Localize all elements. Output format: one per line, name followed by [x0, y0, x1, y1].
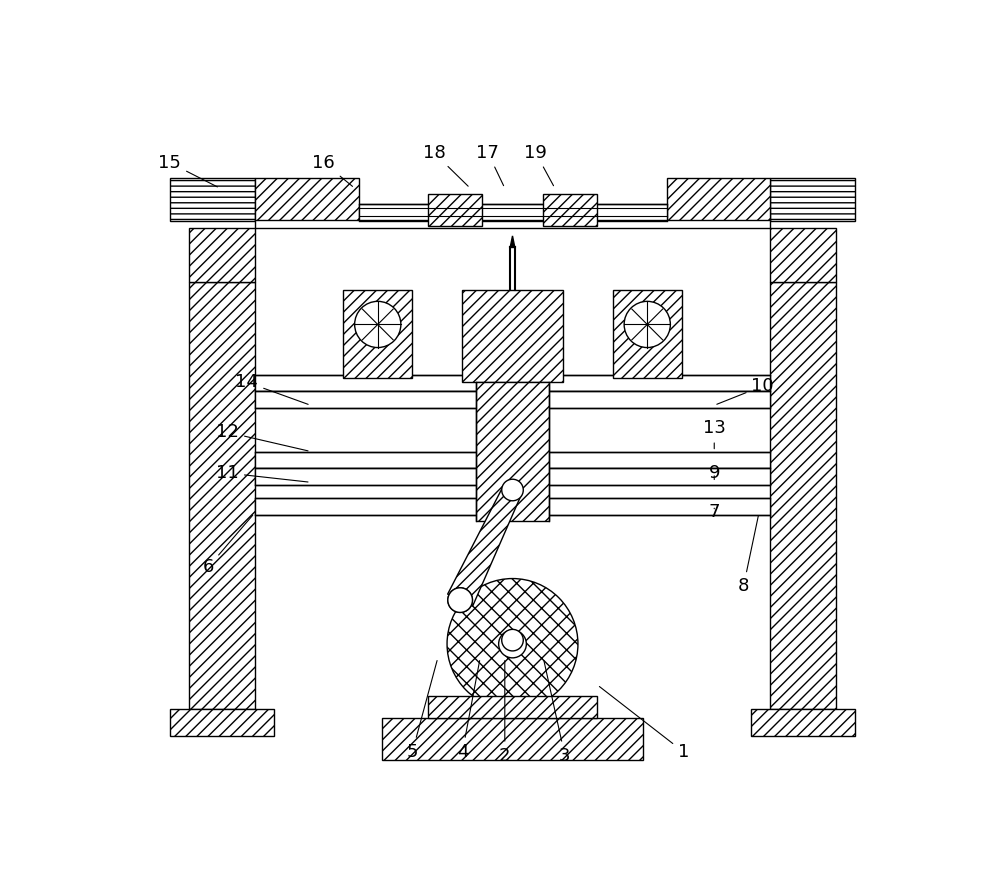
Bar [255, 374, 770, 391]
Bar [255, 452, 770, 468]
Text: 19: 19 [524, 144, 554, 186]
Bar [170, 178, 255, 220]
Text: 6: 6 [203, 515, 253, 576]
Circle shape [502, 480, 523, 500]
Bar [428, 193, 482, 226]
Bar [189, 282, 255, 710]
Text: 11: 11 [216, 464, 308, 482]
Circle shape [355, 301, 401, 347]
Bar [358, 204, 667, 220]
Text: 10: 10 [717, 377, 774, 404]
Bar [255, 468, 770, 486]
Bar [476, 382, 549, 521]
Text: 7: 7 [708, 502, 720, 521]
Text: 1: 1 [599, 687, 689, 760]
Bar [428, 696, 597, 717]
Text: 9: 9 [708, 464, 720, 482]
Bar [170, 710, 274, 737]
Bar [666, 178, 770, 220]
Text: 18: 18 [423, 144, 468, 186]
Text: 4: 4 [457, 661, 480, 760]
Bar [751, 710, 855, 737]
Bar [255, 498, 770, 514]
Text: 17: 17 [476, 144, 504, 186]
Bar [613, 290, 682, 378]
Bar [255, 391, 770, 409]
Text: 15: 15 [158, 154, 217, 187]
Bar [462, 290, 563, 382]
Text: 5: 5 [407, 661, 437, 760]
Polygon shape [770, 228, 836, 282]
Polygon shape [448, 486, 522, 606]
Text: 13: 13 [703, 419, 726, 449]
Bar [543, 193, 597, 226]
Text: 2: 2 [499, 661, 511, 765]
Bar [343, 290, 412, 378]
Text: 8: 8 [738, 516, 758, 595]
Polygon shape [510, 236, 515, 248]
Circle shape [448, 588, 472, 612]
Circle shape [624, 301, 670, 347]
Circle shape [448, 588, 472, 612]
Circle shape [499, 630, 526, 658]
Bar [770, 282, 836, 710]
Text: 3: 3 [544, 661, 571, 765]
Circle shape [502, 629, 523, 651]
Circle shape [447, 578, 578, 710]
Polygon shape [189, 228, 255, 282]
Bar [770, 178, 855, 220]
Bar [255, 220, 770, 228]
Bar [382, 718, 643, 760]
Text: 16: 16 [312, 154, 353, 186]
Text: 14: 14 [235, 374, 308, 404]
Text: 12: 12 [216, 424, 308, 451]
Bar [255, 178, 358, 220]
